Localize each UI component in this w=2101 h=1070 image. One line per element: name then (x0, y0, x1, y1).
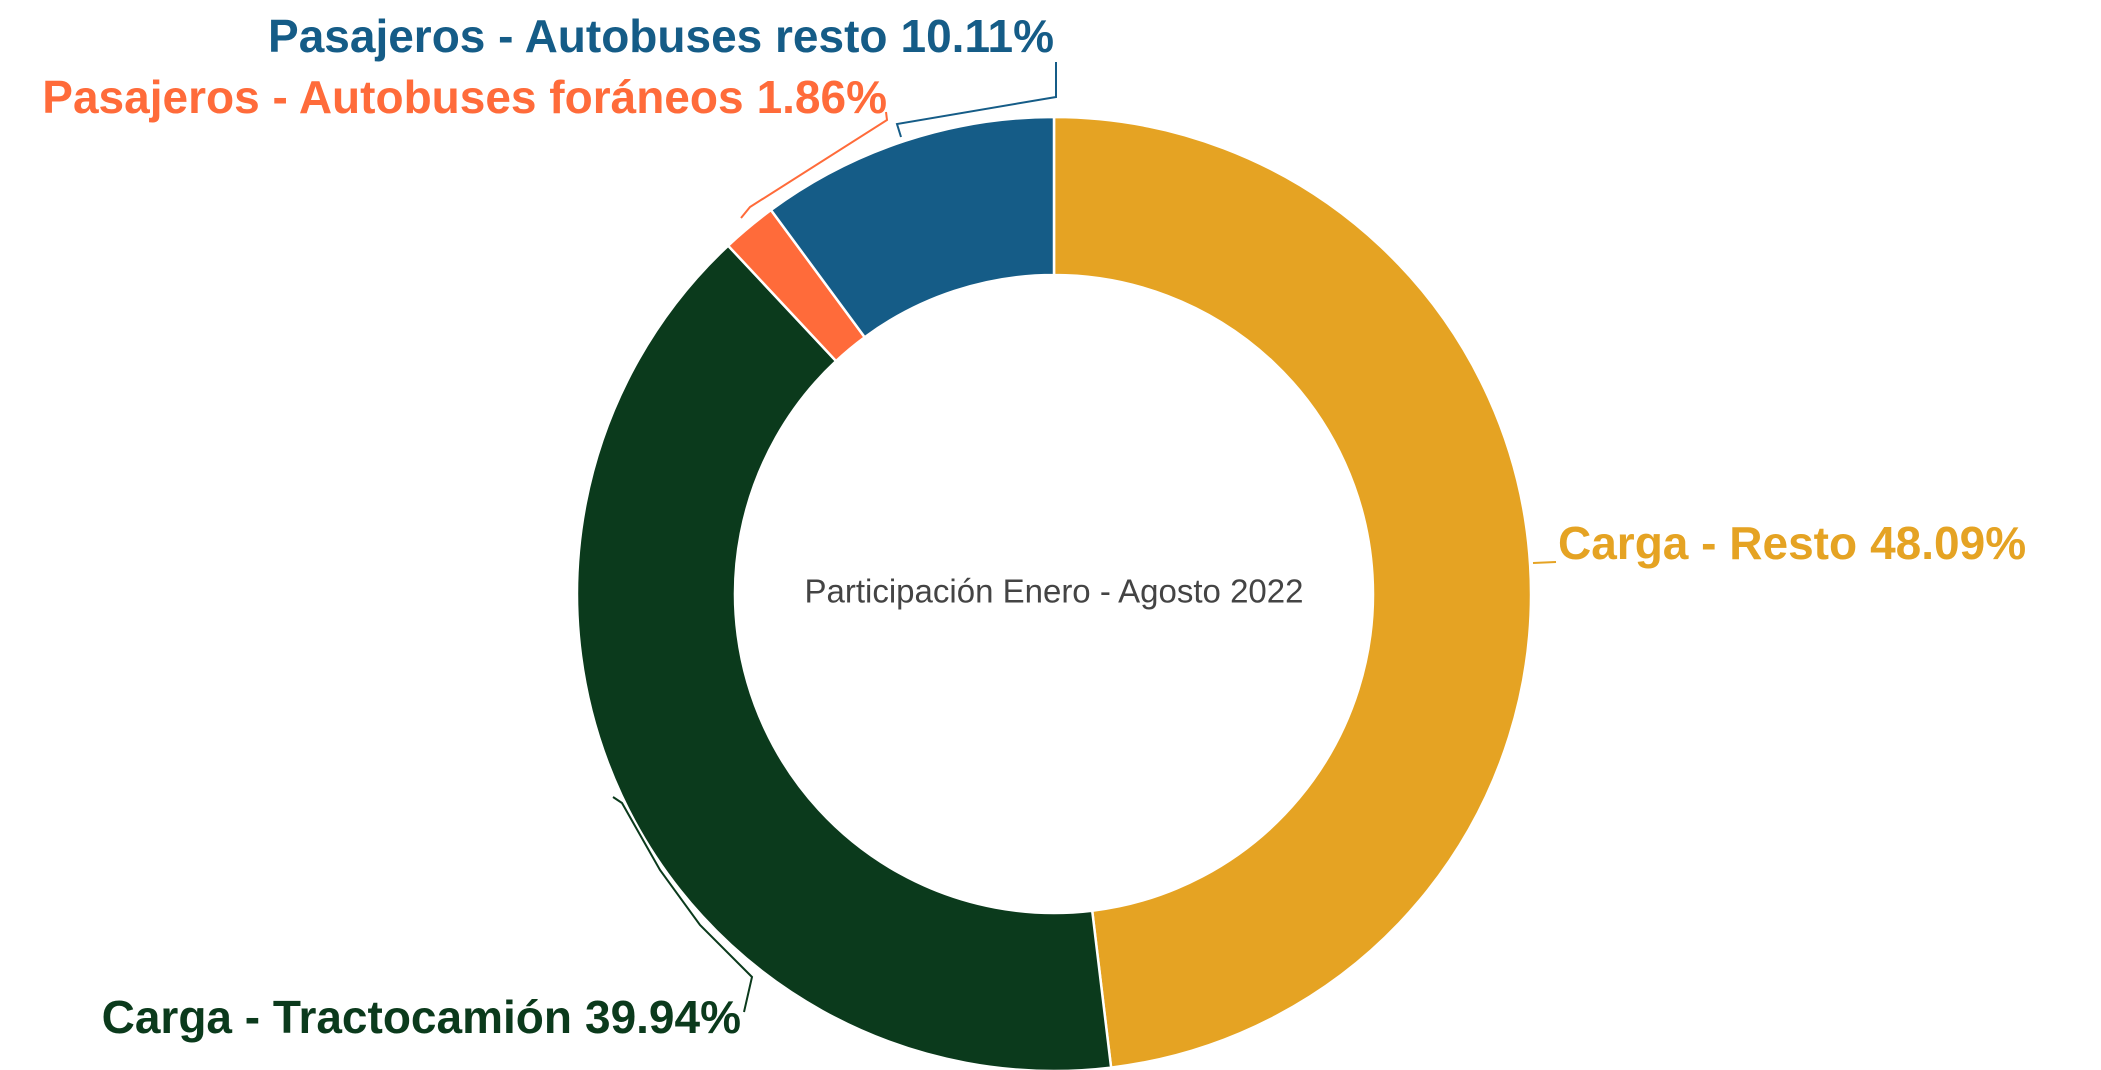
slice (575, 243, 1113, 1070)
slice-name: Pasajeros - Autobuses resto (268, 10, 888, 62)
leader-line (1532, 561, 1557, 564)
slice-name: Carga - Resto (1558, 517, 1857, 569)
slice-label: Carga - Resto 48.09% (1558, 517, 2026, 569)
slice-label: Pasajeros - Autobuses foráneos 1.86% (42, 71, 887, 123)
slice-name: Pasajeros - Autobuses foráneos (42, 71, 743, 123)
slice-value: 10.11% (901, 10, 1054, 62)
chart-title: Participación Enero - Agosto 2022 (805, 573, 1304, 610)
slice-label: Carga - Tractocamión 39.94% (102, 991, 741, 1043)
slice-value: 1.86% (757, 71, 887, 123)
leader-line (612, 796, 754, 1013)
slice-name: Carga - Tractocamión (102, 991, 572, 1043)
leader-line (895, 62, 1057, 138)
slice-value: 48.09% (1870, 517, 2026, 569)
slice (769, 115, 1056, 339)
slice-value: 39.94% (585, 991, 741, 1043)
leader-line (740, 111, 889, 219)
slice-label: Pasajeros - Autobuses resto 10.11% (268, 10, 1054, 62)
slices (575, 115, 1533, 1070)
slice (1052, 115, 1533, 1069)
